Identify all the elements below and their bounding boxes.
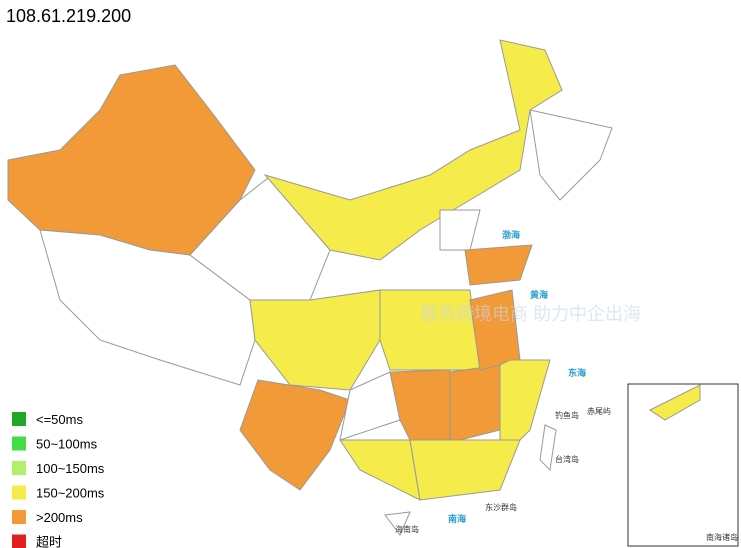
hebei: [439, 209, 481, 251]
legend: <=50ms 50~100ms 100~150ms 150~200ms >200ms 超时: [12, 412, 105, 548]
sea-label: 渤海: [502, 229, 520, 240]
legend-swatch: [12, 436, 26, 451]
jiangxi: [449, 364, 501, 441]
yunnan: [239, 379, 351, 491]
shandong: [464, 244, 533, 286]
legend-label: >200ms: [36, 510, 83, 525]
island-label: 海南岛: [395, 524, 419, 534]
legend-swatch: [12, 534, 26, 548]
hainan-island: [384, 511, 411, 536]
china-map: [7, 39, 613, 536]
legend-swatch: [12, 485, 26, 500]
legend-label: 50~100ms: [36, 437, 98, 452]
north: [263, 39, 563, 261]
sichuan: [249, 289, 381, 391]
inset-frame: [627, 383, 739, 547]
hunan: [389, 369, 451, 441]
inset-label: 南海诸岛: [706, 532, 738, 542]
legend-swatch: [12, 412, 26, 426]
island-label: 东沙群岛: [485, 502, 517, 512]
sea-label: 南海: [448, 513, 466, 524]
island-label: 台湾岛: [555, 454, 579, 464]
island-label: 钓鱼岛: [555, 410, 579, 420]
legend-label: 超时: [36, 535, 62, 548]
island-label: 赤尾屿: [587, 407, 611, 416]
central: [379, 289, 481, 371]
legend-swatch: [12, 461, 26, 475]
northeast: [529, 109, 613, 201]
legend-label: 150~200ms: [36, 486, 105, 501]
legend-label: <=50ms: [36, 412, 83, 427]
title: 108.61.219.200: [6, 6, 131, 26]
guangdong: [409, 439, 521, 501]
inset-coast: [649, 384, 701, 421]
taiwan-island: [539, 424, 557, 472]
sea-label: 黄海: [530, 289, 548, 300]
guangxi: [339, 439, 421, 501]
fujian-zhejiang: [499, 359, 551, 441]
watermark: 服务跨境电商 助力中企出海: [420, 304, 641, 324]
legend-label: 100~150ms: [36, 461, 105, 476]
sea-label: 东海: [568, 367, 586, 378]
legend-swatch: [12, 510, 26, 524]
